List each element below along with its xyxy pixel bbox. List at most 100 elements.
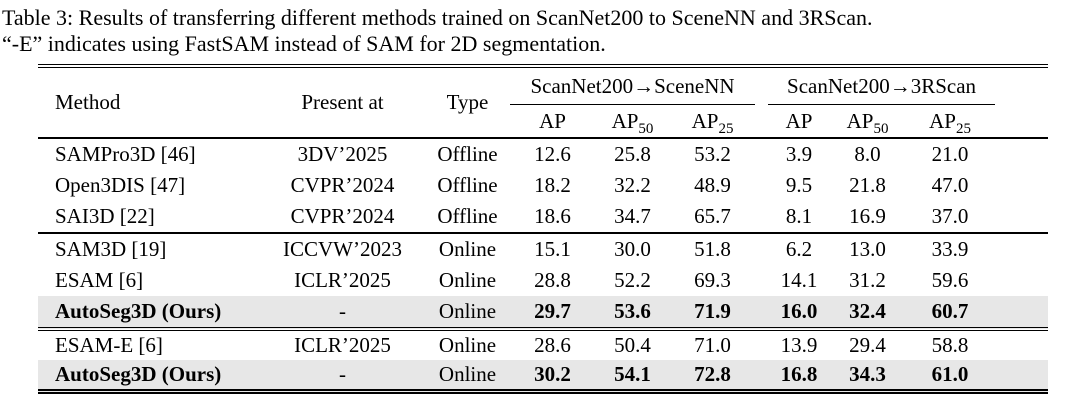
header-metric-row: AP AP50 AP25 AP AP50 AP25 bbox=[38, 105, 1048, 139]
table-caption: Table 3: Results of transferring differe… bbox=[0, 0, 1080, 57]
ap-scenenn-cell: 18.6 bbox=[534, 204, 571, 228]
table-row: Open3DIS [47] CVPR’2024 Offline 18.2 32.… bbox=[38, 170, 1048, 201]
method-cell: SAI3D [22] bbox=[55, 204, 155, 228]
section-offline: SAMPro3D [46] 3DV’2025 Offline 12.6 25.8… bbox=[38, 138, 1048, 233]
table-row-ours: AutoSeg3D (Ours) - Online 30.2 54.1 72.8… bbox=[38, 360, 1049, 392]
col-group-scannet200-scenenn: ScanNet200→SceneNN bbox=[510, 66, 756, 105]
ap25-3rscan-cell: 47.0 bbox=[931, 173, 969, 197]
ap50-scenenn-cell: 25.8 bbox=[614, 142, 651, 166]
type-cell: Online bbox=[438, 333, 497, 357]
ap50-3rscan-cell: 21.8 bbox=[849, 173, 886, 197]
method-cell: ESAM [6] bbox=[55, 268, 144, 292]
type-cell: Online bbox=[438, 362, 497, 386]
table-row: ESAM [6] ICLR’2025 Online 28.8 52.2 69.3… bbox=[38, 265, 1048, 296]
ap50-scenenn-cell: 32.2 bbox=[614, 173, 651, 197]
spacer-cell bbox=[755, 233, 768, 265]
method-cell: ESAM-E [6] bbox=[55, 333, 163, 357]
ap50-scenenn-cell: 30.0 bbox=[614, 237, 651, 261]
ap25-scenenn-cell: 71.0 bbox=[694, 333, 731, 357]
method-cell: SAMPro3D [46] bbox=[55, 142, 196, 166]
ap50-scenenn-cell: 53.6 bbox=[614, 299, 651, 323]
col-group-scannet200-3rscan: ScanNet200→3RScan bbox=[768, 66, 996, 105]
edge-cell bbox=[995, 329, 1048, 360]
ap50-scenenn-cell: 52.2 bbox=[614, 268, 651, 292]
edge-cell bbox=[995, 296, 1048, 329]
type-cell: Offline bbox=[437, 142, 498, 166]
col-header-present-at: Present at bbox=[301, 90, 384, 114]
ap-3rscan-cell: 3.9 bbox=[785, 142, 813, 166]
col-header-type: Type bbox=[446, 90, 489, 114]
section-online-fastsam: ESAM-E [6] ICLR’2025 Online 28.6 50.4 71… bbox=[38, 329, 1049, 392]
spacer-column bbox=[755, 66, 768, 138]
ap50-scenenn-cell: 54.1 bbox=[614, 362, 651, 386]
ap50-3rscan-cell: 16.9 bbox=[849, 204, 886, 228]
spacer-cell bbox=[755, 296, 768, 329]
edge-cell bbox=[995, 201, 1048, 233]
edge-cell bbox=[995, 360, 1048, 392]
ap25-3rscan-cell: 21.0 bbox=[931, 142, 969, 166]
ap50-3rscan-cell: 8.0 bbox=[854, 142, 881, 166]
ap50-scenenn-cell: 50.4 bbox=[614, 333, 651, 357]
type-cell: Online bbox=[438, 268, 497, 292]
ap25-3rscan-cell: 61.0 bbox=[931, 362, 969, 386]
present-at-cell: ICLR’2025 bbox=[294, 333, 391, 357]
ap50-3rscan-cell: 32.4 bbox=[849, 299, 886, 323]
present-at-cell: 3DV’2025 bbox=[297, 142, 388, 166]
ap25-scenenn-cell: 71.9 bbox=[694, 299, 731, 323]
col-header-ap-scenenn: AP bbox=[539, 108, 566, 133]
ap-scenenn-cell: 18.2 bbox=[534, 173, 571, 197]
ap25-scenenn-cell: 51.8 bbox=[694, 237, 731, 261]
ap25-scenenn-cell: 53.2 bbox=[694, 142, 731, 166]
ap-3rscan-cell: 16.0 bbox=[780, 299, 818, 323]
ap50-3rscan-cell: 13.0 bbox=[849, 237, 886, 261]
spacer-cell bbox=[755, 170, 768, 201]
table-header: Method Present at Type ScanNet200→SceneN… bbox=[38, 66, 1049, 139]
results-table-container: Method Present at Type ScanNet200→SceneN… bbox=[38, 64, 1049, 394]
type-cell: Online bbox=[438, 299, 497, 323]
ap-scenenn-cell: 15.1 bbox=[534, 237, 571, 261]
ap-scenenn-cell: 30.2 bbox=[534, 362, 571, 386]
col-header-ap25-3rscan: AP25 bbox=[929, 108, 971, 137]
method-cell: AutoSeg3D (Ours) bbox=[55, 362, 222, 386]
ap25-3rscan-cell: 33.9 bbox=[931, 237, 969, 261]
ap-3rscan-cell: 9.5 bbox=[785, 173, 813, 197]
col-header-method: Method bbox=[55, 90, 121, 114]
section-online-sam: SAM3D [19] ICCVW’2023 Online 15.1 30.0 5… bbox=[38, 233, 1049, 329]
ap-scenenn-cell: 12.6 bbox=[534, 142, 571, 166]
present-at-cell: ICLR’2025 bbox=[294, 268, 391, 292]
table-row: ESAM-E [6] ICLR’2025 Online 28.6 50.4 71… bbox=[38, 329, 1048, 360]
ap-3rscan-cell: 14.1 bbox=[780, 268, 818, 292]
ap-3rscan-cell: 8.1 bbox=[785, 204, 813, 228]
edge-spacer-column bbox=[995, 66, 1048, 138]
edge-cell bbox=[995, 170, 1048, 201]
ap50-3rscan-cell: 34.3 bbox=[849, 362, 886, 386]
table-row: SAI3D [22] CVPR’2024 Offline 18.6 34.7 6… bbox=[38, 201, 1048, 233]
edge-cell bbox=[995, 265, 1048, 296]
ap25-3rscan-cell: 37.0 bbox=[931, 204, 969, 228]
present-at-cell: CVPR’2024 bbox=[290, 204, 395, 228]
ap-3rscan-cell: 16.8 bbox=[780, 362, 818, 386]
table-row: SAM3D [19] ICCVW’2023 Online 15.1 30.0 5… bbox=[38, 233, 1048, 265]
type-cell: Offline bbox=[437, 173, 498, 197]
method-cell: AutoSeg3D (Ours) bbox=[55, 299, 222, 323]
method-cell: SAM3D [19] bbox=[55, 237, 167, 261]
spacer-cell bbox=[755, 329, 768, 360]
method-cell: Open3DIS [47] bbox=[55, 173, 186, 197]
spacer-cell bbox=[755, 201, 768, 233]
results-table: Method Present at Type ScanNet200→SceneN… bbox=[38, 64, 1049, 394]
ap50-scenenn-cell: 34.7 bbox=[614, 204, 651, 228]
header-group-row: Method Present at Type ScanNet200→SceneN… bbox=[38, 66, 1048, 114]
table-row-ours: AutoSeg3D (Ours) - Online 29.7 53.6 71.9… bbox=[38, 296, 1049, 329]
spacer-cell bbox=[755, 138, 768, 170]
table-caption-line-1: Table 3: Results of transferring differe… bbox=[2, 5, 873, 30]
ap-3rscan-cell: 13.9 bbox=[780, 333, 818, 357]
spacer-cell bbox=[755, 360, 768, 392]
ap25-scenenn-cell: 69.3 bbox=[694, 268, 731, 292]
ap25-3rscan-cell: 58.8 bbox=[931, 333, 969, 357]
ap-scenenn-cell: 28.8 bbox=[534, 268, 571, 292]
col-header-ap-3rscan: AP bbox=[785, 108, 813, 133]
ap50-3rscan-cell: 29.4 bbox=[849, 333, 886, 357]
ap25-3rscan-cell: 59.6 bbox=[931, 268, 969, 292]
ap-3rscan-cell: 6.2 bbox=[785, 237, 813, 261]
ap25-scenenn-cell: 65.7 bbox=[694, 204, 731, 228]
